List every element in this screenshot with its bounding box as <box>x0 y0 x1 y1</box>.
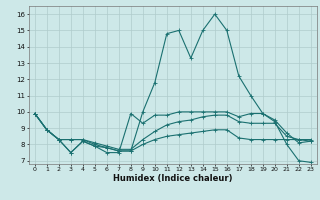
X-axis label: Humidex (Indice chaleur): Humidex (Indice chaleur) <box>113 174 233 183</box>
